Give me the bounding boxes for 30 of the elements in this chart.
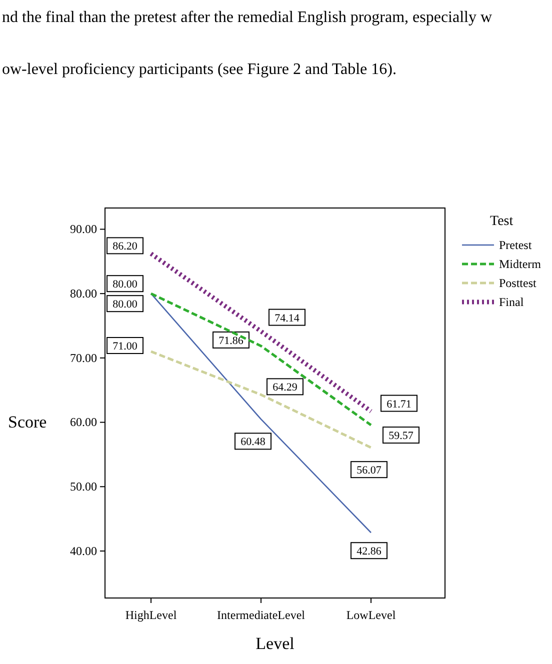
y-tick-label: 50.00	[70, 480, 97, 494]
legend-title: Test	[490, 214, 514, 229]
x-tick-label: HighLevel	[125, 608, 178, 622]
y-tick-label: 80.00	[70, 286, 97, 300]
legend-label: Pretest	[499, 238, 532, 252]
data-label: 74.14	[274, 312, 300, 324]
y-tick-label: 40.00	[70, 544, 97, 558]
data-label: 80.00	[112, 298, 138, 311]
x-axis-title: Level	[256, 634, 295, 653]
legend-label: Final	[499, 295, 524, 309]
data-label: 59.57	[388, 430, 414, 442]
data-label: 64.29	[272, 382, 298, 394]
legend-label: Posttest	[499, 276, 538, 290]
y-tick-label: 70.00	[70, 350, 97, 365]
data-label: 71.86	[218, 334, 244, 347]
text: nd the final than the pretest after the remedial English program, especially w	[2, 9, 492, 26]
x-tick-label: LowLevel	[346, 608, 396, 622]
data-label: 56.07	[356, 464, 382, 477]
y-axis-title: Score	[8, 412, 47, 432]
data-label: 42.86	[356, 546, 382, 558]
text: ow-level proficiency participants (see Figure 2 and Table 16).	[2, 61, 396, 78]
data-label: 71.00	[112, 340, 138, 353]
x-tick-label: IntermediateLevel	[217, 608, 306, 622]
data-label: 61.71	[386, 398, 412, 410]
data-label: 86.20	[112, 240, 138, 253]
data-label: 60.48	[240, 436, 266, 448]
y-tick-label: 90.00	[70, 222, 97, 236]
y-tick-label: 60.00	[70, 415, 97, 430]
data-label: 80.00	[112, 278, 138, 291]
legend-label: Midterm	[499, 257, 542, 271]
